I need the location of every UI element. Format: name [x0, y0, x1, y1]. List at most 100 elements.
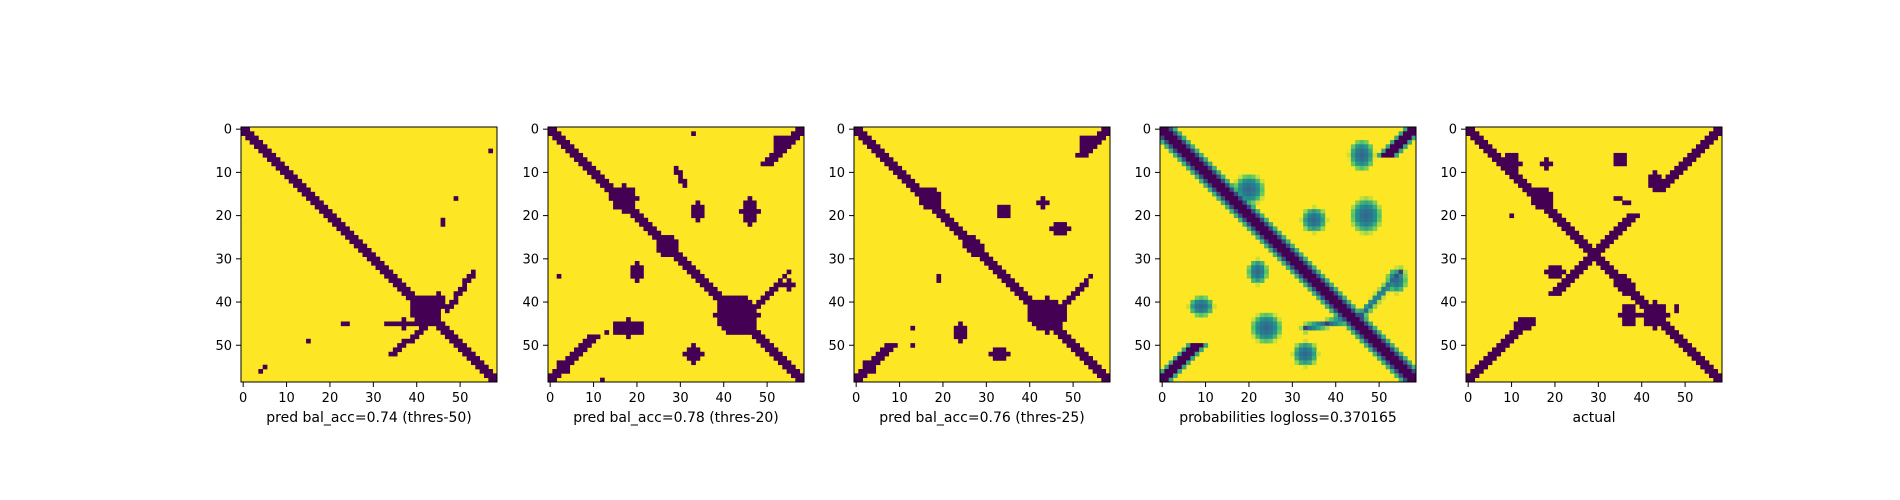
heatmap-cell [764, 343, 770, 348]
heatmap-cell [988, 260, 994, 266]
heatmap-cell [1194, 148, 1200, 154]
heatmap-cell [1626, 308, 1632, 314]
heatmap-cell [1552, 269, 1558, 275]
heatmap-cell [1207, 165, 1213, 171]
heatmap-cell [1316, 217, 1321, 223]
heatmap-cell [673, 239, 679, 245]
heatmap-cell [1036, 200, 1041, 206]
heatmap-cell [1177, 369, 1183, 374]
heatmap-cell [1066, 299, 1072, 305]
heatmap-cell [284, 174, 290, 180]
heatmap-cell [1290, 260, 1295, 266]
heatmap-cell [1513, 170, 1519, 175]
heatmap-cell [1552, 286, 1558, 292]
heatmap-cell [1509, 330, 1515, 335]
heatmap-cell [556, 364, 562, 370]
heatmap-cell [673, 256, 679, 262]
heatmap-cell [854, 373, 859, 379]
heatmap-cell [1036, 317, 1041, 322]
heatmap-cell [1320, 295, 1326, 301]
y-tick-label: 10 [828, 166, 845, 181]
heatmap-cell [725, 325, 731, 331]
y-tick-label: 20 [1440, 209, 1457, 224]
heatmap-cell [1001, 347, 1007, 353]
heatmap-cell [1500, 165, 1506, 171]
heatmap-cell [1307, 209, 1313, 214]
heatmap-cell [392, 278, 398, 283]
heatmap-cell [1177, 157, 1183, 162]
heatmap-cell [867, 369, 872, 374]
heatmap-cell [1070, 291, 1076, 296]
axes-frame [240, 126, 498, 383]
heatmap-cell [582, 347, 588, 353]
heatmap-cell [1539, 161, 1545, 167]
heatmap-cell [1359, 312, 1365, 318]
heatmap-cell [782, 282, 787, 288]
heatmap-cell [799, 127, 805, 132]
heatmap-cell [1531, 317, 1536, 322]
heatmap-cell [1307, 278, 1313, 283]
heatmap-cell [1053, 325, 1059, 331]
heatmap-cell [254, 139, 259, 145]
heatmap-cell [1062, 334, 1067, 340]
heatmap-cell [1479, 135, 1484, 141]
heatmap-cell [634, 209, 640, 214]
heatmap-cell [462, 286, 467, 292]
heatmap-cell [608, 187, 614, 193]
heatmap-cell [747, 217, 753, 223]
heatmap-cell [1648, 304, 1653, 309]
heatmap-cell [1708, 139, 1714, 145]
heatmap-cell [552, 127, 558, 132]
heatmap-cell [1010, 278, 1015, 283]
heatmap-cell [1561, 278, 1567, 283]
heatmap-cell [1049, 312, 1054, 318]
heatmap-cell [1186, 144, 1191, 149]
heatmap-cell [1057, 317, 1063, 322]
heatmap-cell [1044, 312, 1050, 318]
heatmap-cell [699, 213, 705, 219]
heatmap-cell [1368, 144, 1373, 149]
heatmap-cell [1005, 351, 1011, 357]
heatmap-cell [1363, 157, 1369, 162]
heatmap-cell [786, 286, 792, 292]
heatmap-cell [1311, 343, 1317, 348]
heatmap-cell [1535, 200, 1541, 206]
heatmap-cell [1333, 286, 1339, 292]
heatmap-cell [1014, 291, 1020, 296]
heatmap-cell [275, 161, 281, 167]
heatmap-cell [1548, 161, 1554, 167]
heatmap-cell [1394, 369, 1399, 374]
heatmap-cell [786, 269, 792, 275]
heatmap-cell [613, 196, 618, 201]
heatmap-cell [1036, 308, 1041, 314]
heatmap-cell [353, 239, 359, 245]
heatmap-cell [1229, 187, 1235, 193]
heatmap-cell [639, 265, 644, 270]
x-tick-label: 40 [1021, 391, 1038, 406]
heatmap-cell [743, 217, 748, 223]
heatmap-cell [656, 243, 662, 249]
heatmap-cell [1066, 343, 1072, 348]
heatmap-cell [1075, 291, 1080, 296]
x-tick-label: 30 [978, 391, 995, 406]
heatmap-cell [1613, 157, 1619, 162]
heatmap-cell [626, 191, 631, 197]
heatmap-cell [1190, 356, 1196, 361]
heatmap-cell [1101, 135, 1107, 141]
heatmap-cell [1617, 222, 1623, 227]
heatmap-cell [932, 200, 937, 206]
heatmap-cell [1600, 265, 1606, 270]
heatmap-cell [1407, 360, 1413, 366]
heatmap-cell [1622, 161, 1627, 167]
heatmap-cell [1088, 144, 1093, 149]
heatmap-cell [1402, 135, 1408, 141]
heatmap-cell [1044, 317, 1050, 322]
heatmap-cell [786, 278, 792, 283]
heatmap-cell [1466, 377, 1471, 383]
heatmap-cell [1363, 317, 1369, 322]
heatmap-cell [1333, 317, 1339, 322]
heatmap-cell [587, 338, 592, 344]
heatmap-cell [1376, 299, 1382, 305]
heatmap-cell [997, 265, 1002, 270]
heatmap-cell [1355, 330, 1360, 335]
